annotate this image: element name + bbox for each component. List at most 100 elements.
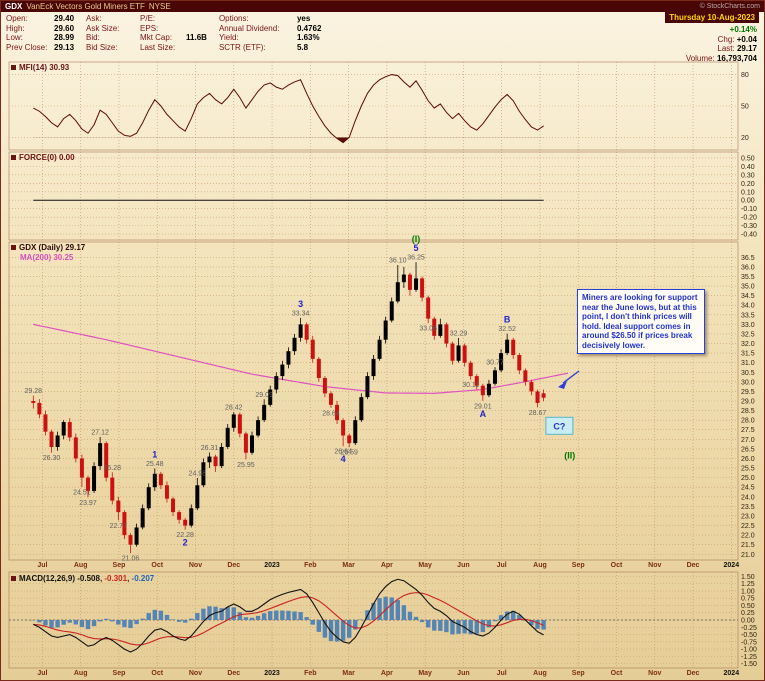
svg-text:-0.10: -0.10 [741,206,757,213]
svg-text:3: 3 [298,299,303,309]
macd-value-1: -0.508 [77,574,100,583]
svg-text:27.0: 27.0 [741,437,755,444]
svg-text:23.0: 23.0 [741,513,755,520]
quote-label: Options: [218,14,249,23]
quote-value: 5.8 [296,42,309,52]
svg-text:28.5: 28.5 [741,408,755,415]
svg-text:-0.30: -0.30 [741,223,757,230]
svg-text:C?: C? [553,421,565,431]
force-legend: FORCE(0) 0.00 [11,153,75,163]
svg-text:-0.40: -0.40 [741,232,757,239]
svg-text:22.0: 22.0 [741,533,755,540]
svg-text:36.5: 36.5 [741,255,755,262]
svg-text:Apr: Apr [381,562,393,569]
svg-text:2024: 2024 [724,562,740,569]
svg-text:Dec: Dec [687,670,700,677]
annotation-note: Miners are looking for support near the … [577,289,705,354]
svg-text:0.40: 0.40 [741,164,755,171]
svg-text:5: 5 [414,243,419,253]
last-label: Last: [717,44,735,53]
svg-text:27.12: 27.12 [91,430,109,437]
change-label: Chg: [717,34,735,44]
svg-text:30.0: 30.0 [741,379,755,386]
svg-text:-0.25: -0.25 [741,625,757,632]
svg-text:36.0: 36.0 [741,264,755,271]
svg-text:0.20: 0.20 [741,181,755,188]
svg-text:29.09: 29.09 [255,392,273,399]
quote-label: Yield: [218,33,239,42]
svg-text:Nov: Nov [648,562,661,569]
svg-text:29.28: 29.28 [25,388,43,395]
svg-text:-0.20: -0.20 [741,215,757,222]
percent-change: +0.14% [729,25,757,34]
quote-value: 28.99 [54,33,75,42]
svg-text:28.64: 28.64 [322,410,340,417]
svg-text:Mar: Mar [342,670,355,677]
macd-value-3: -0.207 [131,574,155,583]
svg-text:25.5: 25.5 [741,466,755,473]
title-bar: GDX VanEck Vectors Gold Miners ETF NYSE © … [1,1,764,12]
quote-value: 0.4762 [296,23,322,33]
svg-text:Sep: Sep [572,670,585,677]
svg-text:Oct: Oct [151,670,163,677]
svg-text:36.25: 36.25 [407,255,425,262]
quote-label: Mkt Cap: [140,33,173,42]
svg-text:Dec: Dec [227,562,240,569]
quote-value: 11.6B [186,33,207,42]
svg-text:Sep: Sep [113,562,126,569]
svg-text:29.5: 29.5 [741,389,755,396]
volume-label: Volume: [685,53,715,63]
svg-text:25.48: 25.48 [146,461,164,468]
quote-summary: Open: 29.40 High: 29.60 Low: 28.99 Prev Close:… [6,14,333,52]
svg-text:0.00: 0.00 [741,198,755,205]
svg-text:Jun: Jun [457,670,469,677]
svg-text:21.5: 21.5 [741,542,755,549]
svg-text:Aug: Aug [74,562,88,569]
svg-text:24.0: 24.0 [741,494,755,501]
quote-label: SCTR (ETF): [218,42,266,52]
svg-text:26.30: 26.30 [43,455,61,462]
svg-text:Dec: Dec [227,670,240,677]
svg-text:2: 2 [183,538,188,548]
svg-text:Nov: Nov [189,670,202,677]
svg-text:0.50: 0.50 [741,603,755,610]
svg-text:-1.00: -1.00 [741,647,757,654]
svg-text:36.10: 36.10 [389,257,407,264]
svg-text:Aug: Aug [533,670,547,677]
chart-canvas: 8050200.500.400.300.200.100.00-0.10-0.20… [8,61,757,677]
svg-text:31.5: 31.5 [741,351,755,358]
quote-label: EPS: [140,23,159,33]
symbol-name: VanEck Vectors Gold Miners ETF [26,2,145,11]
svg-text:26.31: 26.31 [201,445,219,452]
svg-text:35.0: 35.0 [741,284,755,291]
svg-text:34.0: 34.0 [741,303,755,310]
svg-text:1: 1 [152,449,157,459]
svg-text:Feb: Feb [304,562,316,569]
svg-text:0.10: 0.10 [741,189,755,196]
svg-text:Nov: Nov [189,562,202,569]
svg-text:23.5: 23.5 [741,504,755,511]
quote-label: Bid: [86,33,100,42]
svg-text:Jul: Jul [497,670,507,677]
volume-value: 16,793,704 [716,53,757,63]
svg-text:(I): (I) [412,234,421,244]
svg-text:1.50: 1.50 [741,574,755,581]
quote-label: Open: [6,14,28,23]
svg-text:1.25: 1.25 [741,581,755,588]
svg-text:29.01: 29.01 [474,403,492,410]
svg-text:25.28: 25.28 [104,465,122,472]
svg-text:Feb: Feb [304,670,316,677]
svg-text:26.0: 26.0 [741,456,755,463]
quote-group: Options: yes Annual Dividend: 0.4762 Yield: 1… [219,14,321,52]
svg-text:29.0: 29.0 [741,399,755,406]
macd-value-2: -0.301 [104,574,128,583]
svg-text:0.30: 0.30 [741,172,755,179]
svg-text:B: B [504,315,511,325]
svg-text:32.29: 32.29 [450,330,468,337]
svg-text:26.64: 26.64 [334,449,352,456]
svg-text:0.75: 0.75 [741,596,755,603]
svg-text:50: 50 [741,104,749,111]
svg-text:27.5: 27.5 [741,427,755,434]
svg-text:32.5: 32.5 [741,331,755,338]
